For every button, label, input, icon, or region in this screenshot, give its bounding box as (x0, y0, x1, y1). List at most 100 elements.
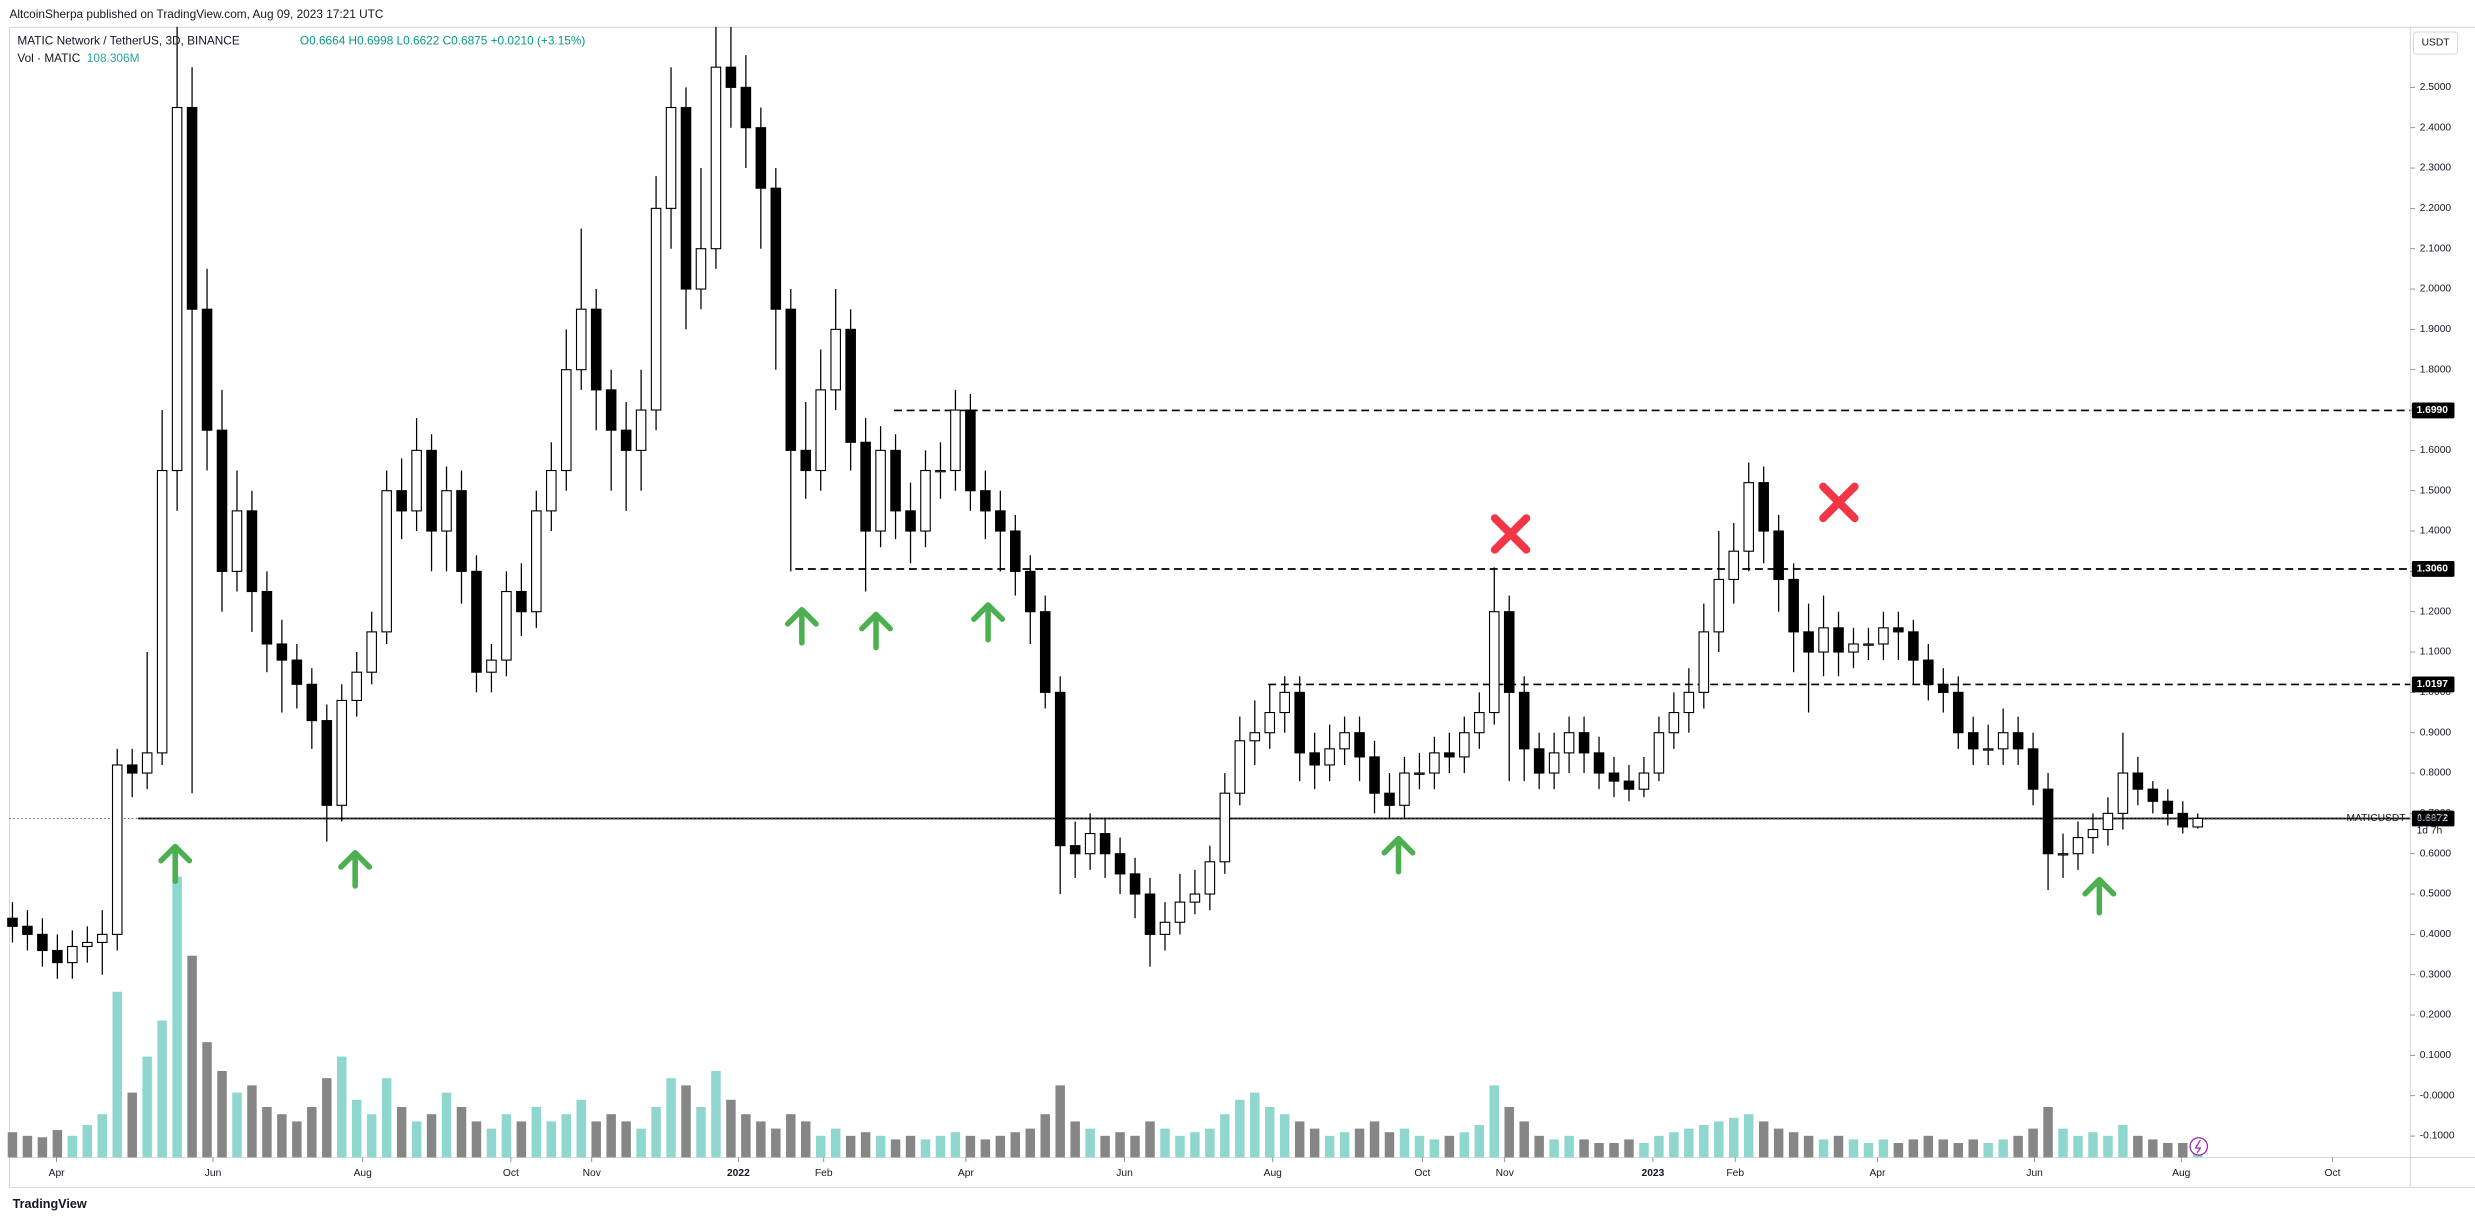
candle-body (1938, 683, 1949, 693)
volume-bar (1519, 1121, 1529, 1158)
candle-body (1848, 643, 1859, 653)
candle-body (1982, 748, 1994, 751)
volume-bar (995, 1135, 1006, 1158)
candle-body (950, 409, 961, 472)
candle-body (650, 207, 662, 411)
volume-bar (97, 1114, 108, 1158)
candle-body (725, 66, 737, 88)
currency-box[interactable] (2412, 31, 2459, 55)
candle-body (82, 941, 93, 948)
candle-body (1249, 732, 1261, 742)
volume-bar (1549, 1139, 1559, 1158)
candle-body (1863, 643, 1874, 646)
ticker-label: MATICUSDT (2347, 813, 2407, 824)
volume-bar (351, 1099, 362, 1158)
volume-bar (127, 1092, 137, 1158)
candle-body (2057, 853, 2069, 856)
y-tick-label: 0.9000 (2420, 727, 2452, 738)
candle-body (1159, 921, 1171, 935)
candle-body (965, 409, 976, 492)
x-tick-label: Aug (2172, 1168, 2191, 1179)
volume-bar (217, 1070, 227, 1158)
candle-body (1010, 530, 1021, 572)
volume-bar (1938, 1139, 1949, 1158)
candle-body (590, 308, 602, 391)
volume-bar (1205, 1128, 1215, 1158)
candle-body (605, 389, 617, 431)
volume-bar (1399, 1128, 1410, 1158)
symbol: MATIC Network / TetherUS, 3D, BINANCE (17, 34, 239, 48)
up-arrow (1381, 835, 1416, 875)
candle-body (546, 469, 557, 512)
volume-bar (576, 1099, 586, 1158)
y-tick-label: 0.6000 (2420, 848, 2452, 859)
volume-bar (337, 1056, 347, 1158)
volume-bar (1085, 1128, 1095, 1158)
candle-body (1474, 711, 1485, 734)
candle-body (740, 86, 752, 129)
volume-bar (1818, 1139, 1829, 1158)
volume-layer (7, 876, 2203, 1158)
volume-bar (1250, 1092, 1260, 1158)
currency[interactable]: USDT (2422, 38, 2451, 49)
candle-body (1279, 691, 1291, 714)
candle-body (995, 510, 1006, 532)
candle-body (620, 429, 632, 451)
volume-bar (1294, 1121, 1305, 1158)
x-tick-label: Oct (503, 1168, 519, 1179)
candle-body (1369, 756, 1380, 794)
volume-bar (681, 1085, 691, 1158)
candle-body (1114, 853, 1126, 875)
volume-bar (935, 1135, 946, 1158)
volume-bar (2118, 1125, 2128, 1158)
ohlc: O0.6664 H0.6998 L0.6622 C0.6875 +0.0210 … (300, 34, 585, 48)
candle-body (1204, 861, 1216, 895)
y-tick-label: 1.5000 (2420, 485, 2452, 496)
candle-body (680, 106, 692, 290)
volume-bar (531, 1107, 542, 1158)
candle-body (411, 449, 422, 512)
volume-bar (396, 1107, 407, 1158)
candle-body (261, 590, 273, 645)
candle-body (1803, 631, 1814, 653)
alert-icon[interactable] (2189, 1137, 2209, 1156)
y-tick-label: 1.6000 (2420, 445, 2452, 456)
candle-body (186, 106, 198, 310)
volume-bar (830, 1128, 841, 1158)
candle-body (1578, 732, 1590, 754)
volume-bar (381, 1078, 392, 1158)
level-label: 0.6872 (2417, 813, 2449, 824)
candle-body (1818, 627, 1829, 653)
x-tick-label: Apr (958, 1168, 975, 1179)
candle-body (321, 720, 333, 806)
volume-bar (756, 1121, 766, 1158)
y-tick-label: 1.1000 (2420, 647, 2452, 658)
volume-bar (1729, 1117, 1739, 1158)
volume-bar (202, 1042, 212, 1158)
y-tick-label: 2.3000 (2420, 163, 2452, 174)
volume-bar (1863, 1143, 1874, 1158)
candle-body (1339, 732, 1350, 750)
candle-body (1967, 732, 1979, 750)
y-tick-label: 0.5000 (2420, 889, 2452, 900)
candle-body (2072, 837, 2084, 855)
volume-bar (845, 1135, 856, 1158)
y-tick-label: 0.4000 (2420, 929, 2452, 940)
annotations (158, 602, 2117, 916)
volume-bar (1564, 1135, 1574, 1158)
candle-body (276, 643, 288, 661)
volume-bar (1130, 1135, 1140, 1158)
volume-bar (1235, 1099, 1245, 1158)
candle-body (845, 328, 856, 443)
x-tick-label: Apr (49, 1168, 66, 1179)
volume-bar (950, 1132, 961, 1158)
candle-body (1219, 792, 1231, 863)
volume-bar (1833, 1135, 1844, 1158)
volume-bar (1773, 1128, 1784, 1158)
candle-body (441, 490, 452, 532)
candle-body (1608, 772, 1620, 782)
candle-body (2162, 800, 2174, 814)
candle-body (1234, 740, 1246, 794)
up-arrow (2082, 876, 2117, 916)
x-tick-label: Apr (1869, 1168, 1886, 1179)
